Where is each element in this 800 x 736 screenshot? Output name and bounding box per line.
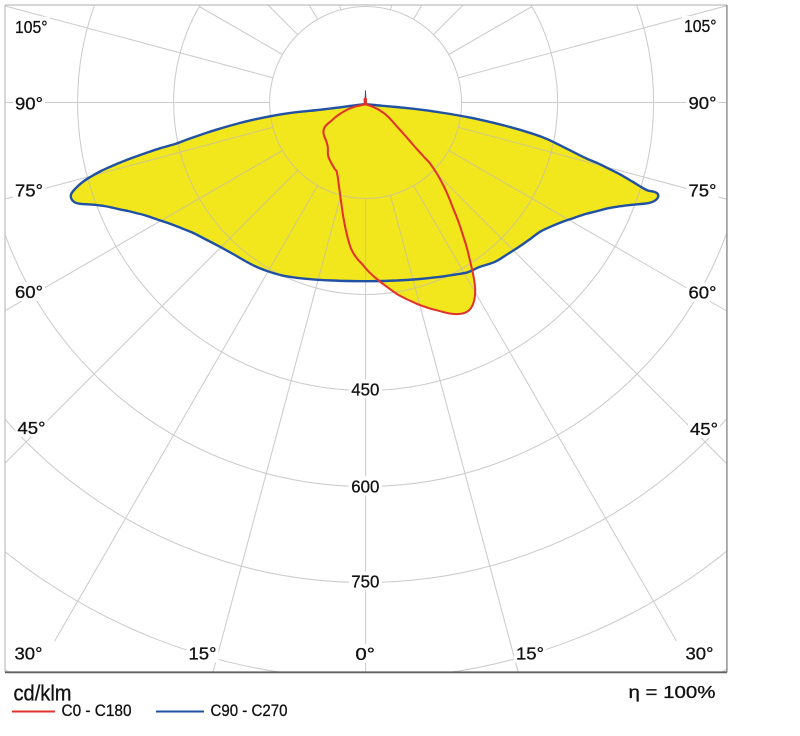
- svg-text:750: 750: [351, 572, 379, 592]
- svg-text:15°: 15°: [516, 644, 544, 664]
- svg-text:90°: 90°: [15, 94, 43, 114]
- svg-text:450: 450: [351, 379, 379, 399]
- svg-text:15°: 15°: [189, 644, 217, 664]
- svg-text:60°: 60°: [689, 283, 717, 303]
- svg-text:600: 600: [351, 476, 379, 496]
- svg-text:105°: 105°: [15, 17, 48, 37]
- svg-text:30°: 30°: [15, 643, 43, 663]
- svg-text:C0 - C180: C0 - C180: [62, 701, 132, 720]
- svg-text:45°: 45°: [18, 418, 46, 438]
- svg-text:75°: 75°: [15, 181, 43, 201]
- svg-text:90°: 90°: [689, 93, 717, 113]
- svg-text:0°: 0°: [355, 644, 375, 664]
- svg-text:75°: 75°: [689, 181, 717, 201]
- svg-text:45°: 45°: [690, 419, 718, 439]
- svg-text:C90 - C270: C90 - C270: [211, 701, 288, 720]
- svg-text:30°: 30°: [686, 643, 714, 663]
- svg-text:η = 100%: η = 100%: [629, 682, 716, 702]
- svg-text:60°: 60°: [15, 282, 43, 302]
- svg-text:105°: 105°: [684, 16, 717, 36]
